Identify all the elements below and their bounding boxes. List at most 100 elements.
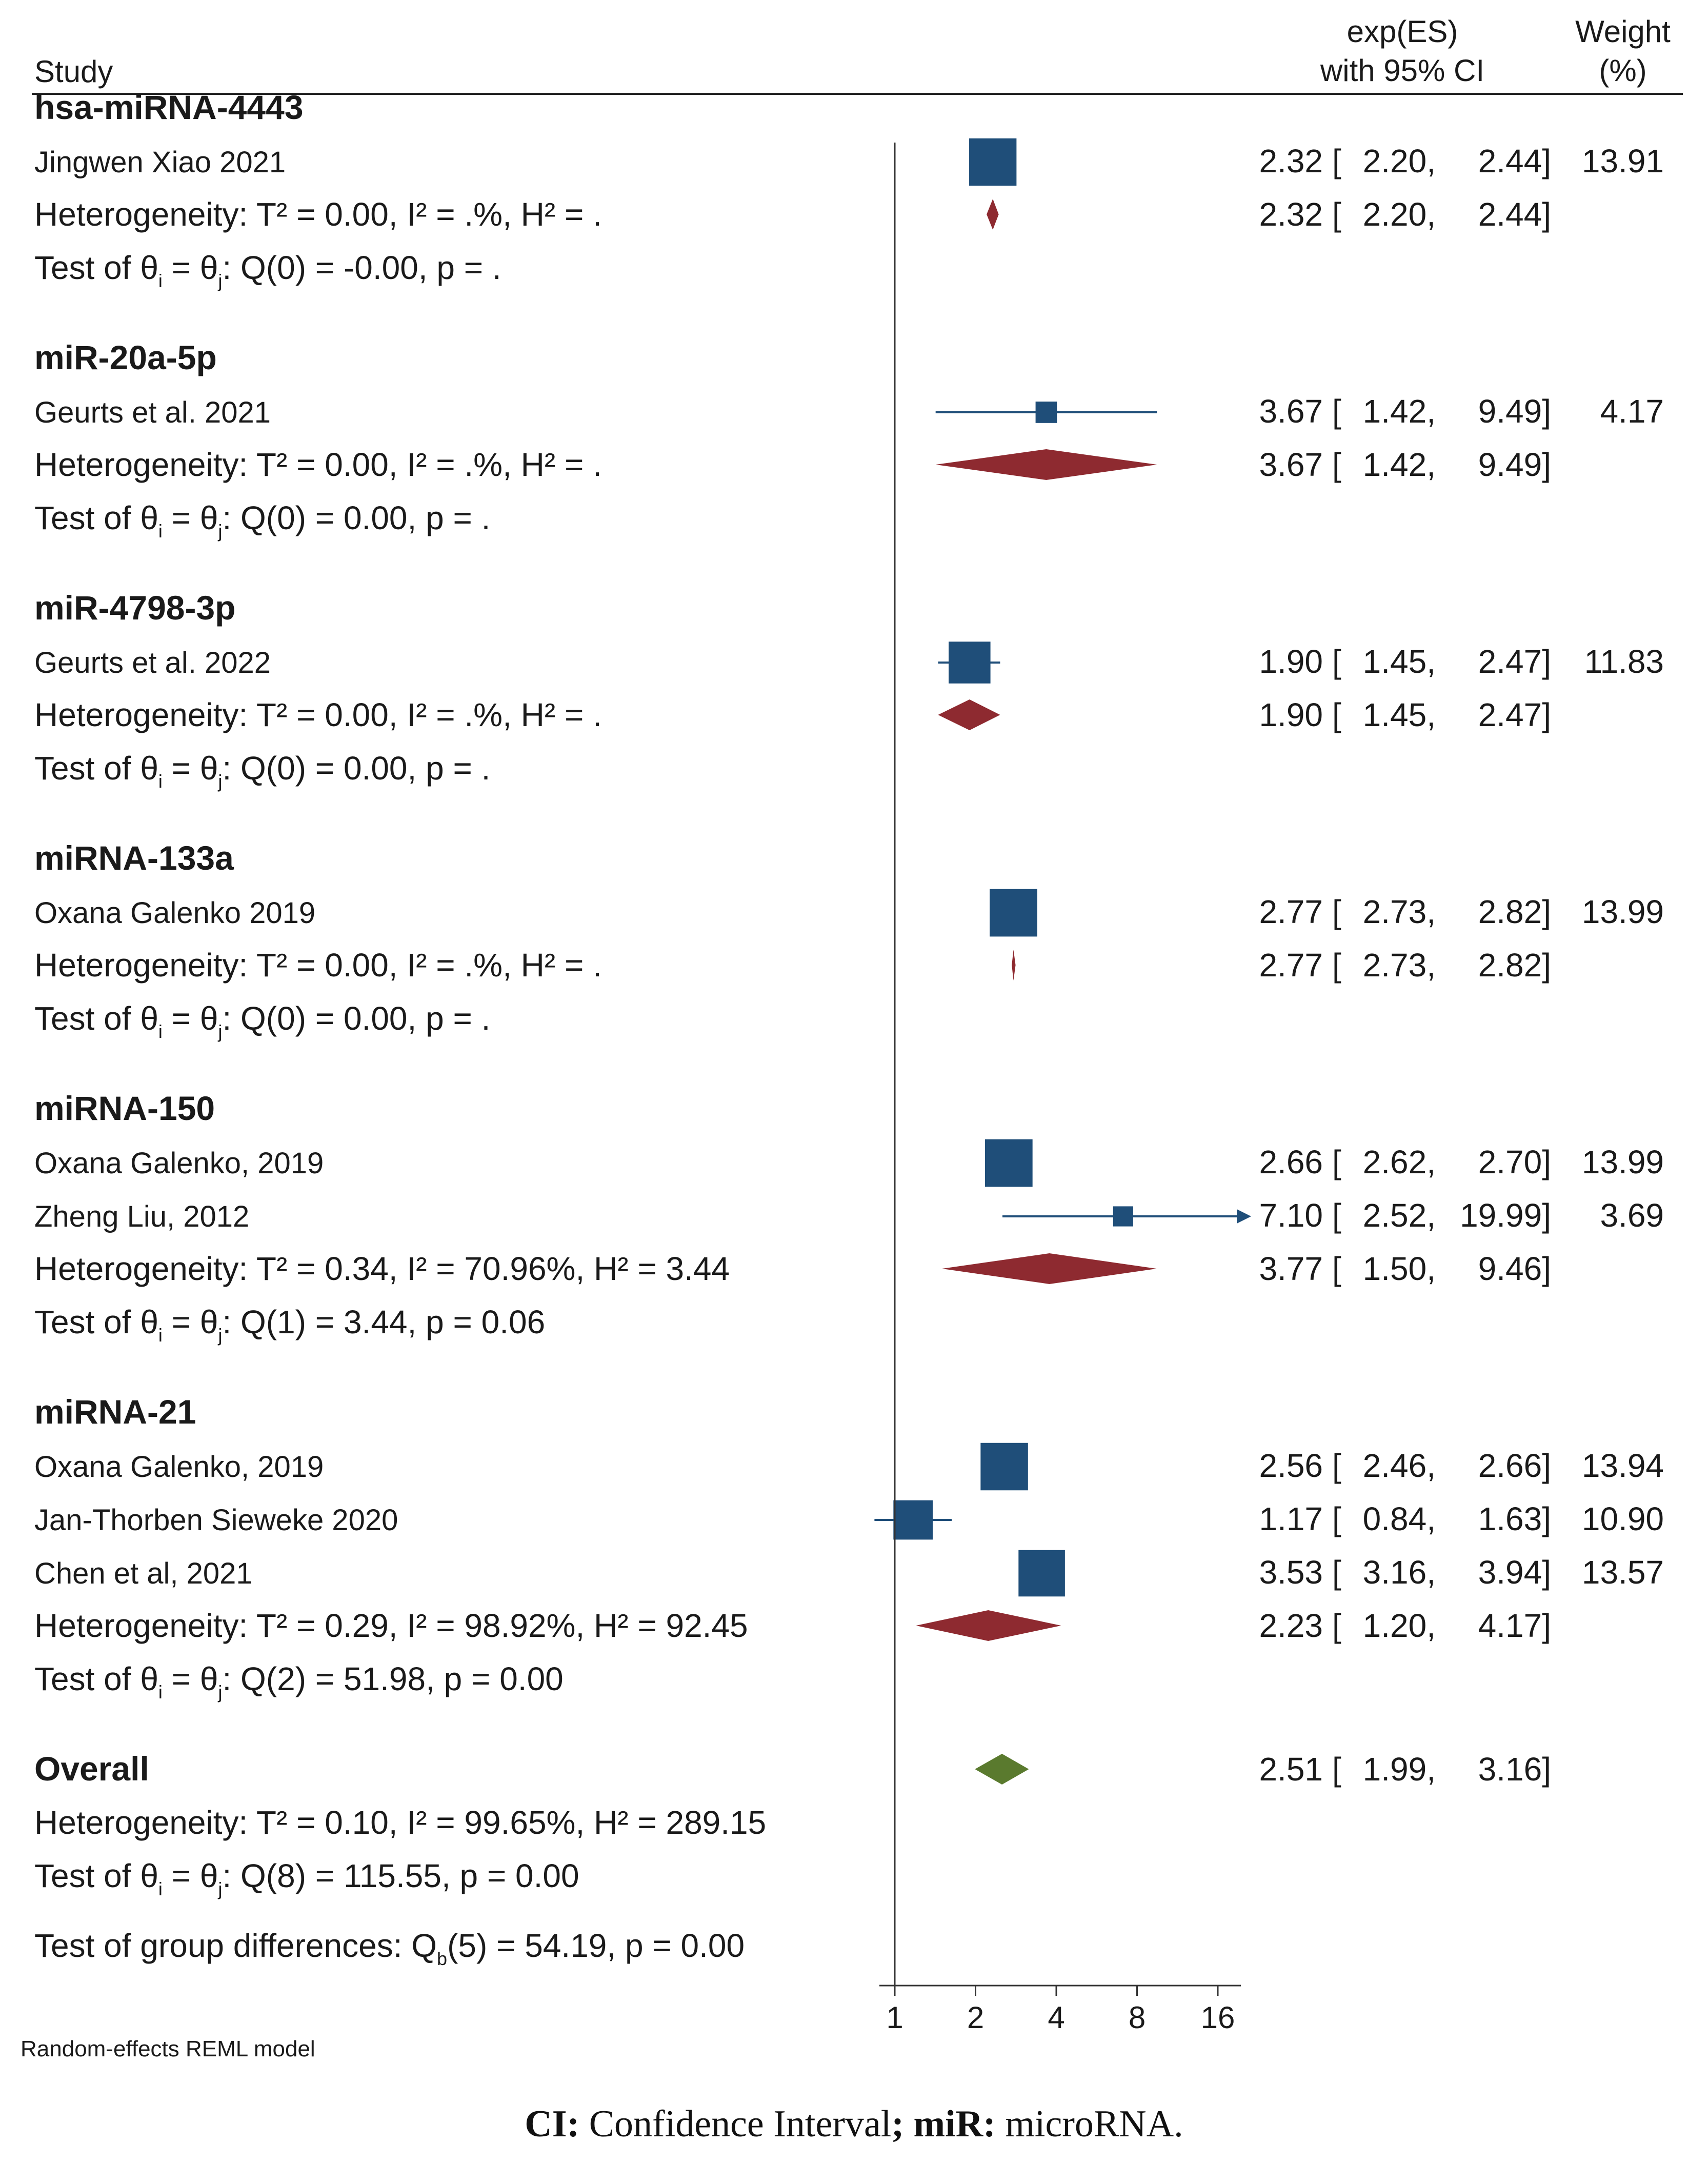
subgroup-diamond <box>942 1253 1157 1284</box>
group-homogeneity-test: Test of θi = θj: Q(0) = 0.00, p = . <box>34 750 490 792</box>
study-ci-upper: 9.49] <box>1478 393 1551 430</box>
caption-ci-abbr: CI: <box>525 2103 580 2145</box>
pooled-ci-lower: 2.73, <box>1363 947 1436 984</box>
pooled-bracket: [ <box>1332 947 1341 984</box>
x-axis: 1 2 4 8 16 <box>879 143 1241 2035</box>
pooled-bracket: [ <box>1332 1607 1341 1644</box>
study-ci-upper: 2.70] <box>1478 1144 1551 1180</box>
group-homogeneity-test: Test of θi = θj: Q(0) = 0.00, p = . <box>34 499 490 542</box>
figure-caption: CI: Confidence Interval; miR: microRNA. <box>0 2102 1708 2146</box>
study-square <box>980 1443 1028 1491</box>
group-homogeneity-test: Test of θi = θj: Q(0) = -0.00, p = . <box>34 249 501 291</box>
study-square <box>949 642 991 684</box>
caption-mir-abbr: miR: <box>904 2103 996 2145</box>
pooled-es-value: 2.77 <box>1259 947 1323 984</box>
study-bracket: [ <box>1332 1144 1341 1180</box>
pooled-ci-upper: 4.17] <box>1478 1607 1551 1644</box>
study-label: Jan-Thorben Sieweke 2020 <box>34 1504 398 1537</box>
study-bracket: [ <box>1332 643 1341 680</box>
pooled-bracket: [ <box>1332 446 1341 483</box>
group-label: miRNA-21 <box>34 1393 196 1431</box>
study-weight: 13.99 <box>1582 1144 1664 1180</box>
pooled-es-value: 3.77 <box>1259 1250 1323 1287</box>
overall-ci-upper: 3.16] <box>1478 1751 1551 1788</box>
x-tick-label: 16 <box>1201 2000 1235 2035</box>
study-es-value: 2.77 <box>1259 893 1323 930</box>
study-es-value: 2.32 <box>1259 143 1323 179</box>
study-label: Oxana Galenko, 2019 <box>34 1450 324 1484</box>
study-label: Geurts et al. 2021 <box>34 396 271 429</box>
pooled-ci-lower: 2.20, <box>1363 196 1436 233</box>
study-ci-upper: 2.66] <box>1478 1447 1551 1484</box>
study-ci-lower: 2.46, <box>1363 1447 1436 1484</box>
overall-heterogeneity: Heterogeneity: T² = 0.10, I² = 99.65%, H… <box>34 1804 766 1841</box>
study-ci-lower: 2.73, <box>1363 893 1436 930</box>
study-ci-lower: 1.42, <box>1363 393 1436 430</box>
study-square <box>984 1139 1033 1187</box>
study-es-value: 3.67 <box>1259 393 1323 430</box>
overall-diamond <box>975 1754 1029 1785</box>
overall-homogeneity-test: Test of θi = θj: Q(8) = 115.55, p = 0.00 <box>34 1857 579 1899</box>
study-label: Zheng Liu, 2012 <box>34 1200 249 1233</box>
pooled-ci-upper: 9.46] <box>1478 1250 1551 1287</box>
pooled-bracket: [ <box>1332 196 1341 233</box>
study-ci-upper: 2.47] <box>1478 643 1551 680</box>
study-square <box>1018 1550 1065 1597</box>
subgroup-diamond <box>938 699 1000 730</box>
study-es-value: 1.17 <box>1259 1500 1323 1537</box>
study-column-header: Study <box>34 54 113 89</box>
study-square <box>990 889 1037 937</box>
pooled-es-value: 2.32 <box>1259 196 1323 233</box>
study-ci-upper: 19.99] <box>1460 1197 1551 1234</box>
group-heterogeneity: Heterogeneity: T² = 0.00, I² = .%, H² = … <box>34 947 602 984</box>
weight-column-header-line2: (%) <box>1599 53 1646 88</box>
study-bracket: [ <box>1332 1554 1341 1591</box>
weight-column-header-line1: Weight <box>1575 14 1671 49</box>
study-weight: 13.57 <box>1582 1554 1664 1591</box>
study-label: Chen et al, 2021 <box>34 1557 253 1590</box>
study-bracket: [ <box>1332 893 1341 930</box>
study-ci-upper: 2.82] <box>1478 893 1551 930</box>
study-weight: 13.91 <box>1582 143 1664 179</box>
study-weight: 13.99 <box>1582 893 1664 930</box>
study-ci-lower: 2.52, <box>1363 1197 1436 1234</box>
es-column-header-line2: with 95% CI <box>1320 53 1484 88</box>
study-ci-lower: 0.84, <box>1363 1500 1436 1537</box>
pooled-ci-lower: 1.45, <box>1363 696 1436 733</box>
group-label: miR-4798-3p <box>34 589 236 627</box>
study-weight: 13.94 <box>1582 1447 1664 1484</box>
group-label: miRNA-133a <box>34 839 234 877</box>
study-ci-lower: 2.62, <box>1363 1144 1436 1180</box>
study-ci-lower: 1.45, <box>1363 643 1436 680</box>
model-note: Random-effects REML model <box>21 2036 315 2061</box>
study-bracket: [ <box>1332 1197 1341 1234</box>
study-bracket: [ <box>1332 1447 1341 1484</box>
study-label: Oxana Galenko 2019 <box>34 896 315 930</box>
study-weight: 3.69 <box>1600 1197 1664 1234</box>
pooled-ci-upper: 2.44] <box>1478 196 1551 233</box>
study-bracket: [ <box>1332 1500 1341 1537</box>
group-heterogeneity: Heterogeneity: T² = 0.34, I² = 70.96%, H… <box>34 1250 730 1287</box>
study-ci-lower: 2.20, <box>1363 143 1436 179</box>
study-label: Oxana Galenko, 2019 <box>34 1147 324 1180</box>
overall-es-value: 2.51 <box>1259 1751 1323 1788</box>
caption-ci-text: Confidence Interval <box>579 2103 892 2145</box>
overall-bracket: [ <box>1332 1751 1341 1788</box>
pooled-ci-lower: 1.42, <box>1363 446 1436 483</box>
study-ci-upper: 2.44] <box>1478 143 1551 179</box>
study-ci-lower: 3.16, <box>1363 1554 1436 1591</box>
subgroup-diamond <box>935 449 1157 480</box>
caption-separator: ; <box>891 2103 905 2145</box>
group-heterogeneity: Heterogeneity: T² = 0.00, I² = .%, H² = … <box>34 696 602 733</box>
pooled-bracket: [ <box>1332 696 1341 733</box>
subgroup-diamond <box>987 199 999 230</box>
overall-ci-lower: 1.99, <box>1363 1751 1436 1788</box>
study-weight: 4.17 <box>1600 393 1664 430</box>
group-label: miRNA-150 <box>34 1089 215 1127</box>
pooled-bracket: [ <box>1332 1250 1341 1287</box>
ci-arrow <box>1237 1209 1251 1224</box>
pooled-es-value: 2.23 <box>1259 1607 1323 1644</box>
es-column-header-line1: exp(ES) <box>1347 14 1458 49</box>
study-weight: 10.90 <box>1582 1500 1664 1537</box>
